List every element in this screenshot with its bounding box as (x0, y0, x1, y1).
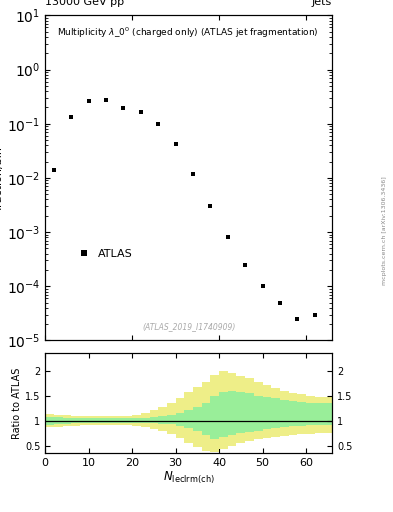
Line: ATLAS: ATLAS (51, 98, 317, 322)
X-axis label: $N_{\mathrm{leclrm(ch)}}$: $N_{\mathrm{leclrm(ch)}}$ (163, 470, 215, 486)
Y-axis label: Ratio to ATLAS: Ratio to ATLAS (12, 368, 22, 439)
ATLAS (312, 312, 317, 318)
ATLAS (295, 316, 300, 322)
Legend: ATLAS: ATLAS (68, 245, 137, 263)
ATLAS (104, 97, 108, 103)
ATLAS (208, 203, 213, 209)
Text: (ATLAS_2019_I1740909): (ATLAS_2019_I1740909) (142, 322, 235, 331)
Text: mcplots.cern.ch [arXiv:1306.3436]: mcplots.cern.ch [arXiv:1306.3436] (382, 176, 387, 285)
ATLAS (69, 114, 73, 120)
Text: Jets: Jets (312, 0, 332, 7)
ATLAS (86, 98, 91, 104)
ATLAS (51, 167, 56, 173)
ATLAS (138, 109, 143, 115)
Text: Multiplicity $\lambda\_0^0$ (charged only) (ATLAS jet fragmentation): Multiplicity $\lambda\_0^0$ (charged onl… (57, 25, 318, 39)
ATLAS (191, 170, 195, 177)
ATLAS (277, 300, 282, 306)
ATLAS (243, 262, 248, 268)
ATLAS (226, 234, 230, 241)
ATLAS (121, 105, 126, 111)
ATLAS (156, 121, 161, 127)
Text: 13000 GeV pp: 13000 GeV pp (45, 0, 124, 7)
ATLAS (260, 283, 265, 289)
ATLAS (173, 141, 178, 147)
Y-axis label: fraction/bin: fraction/bin (0, 146, 4, 210)
